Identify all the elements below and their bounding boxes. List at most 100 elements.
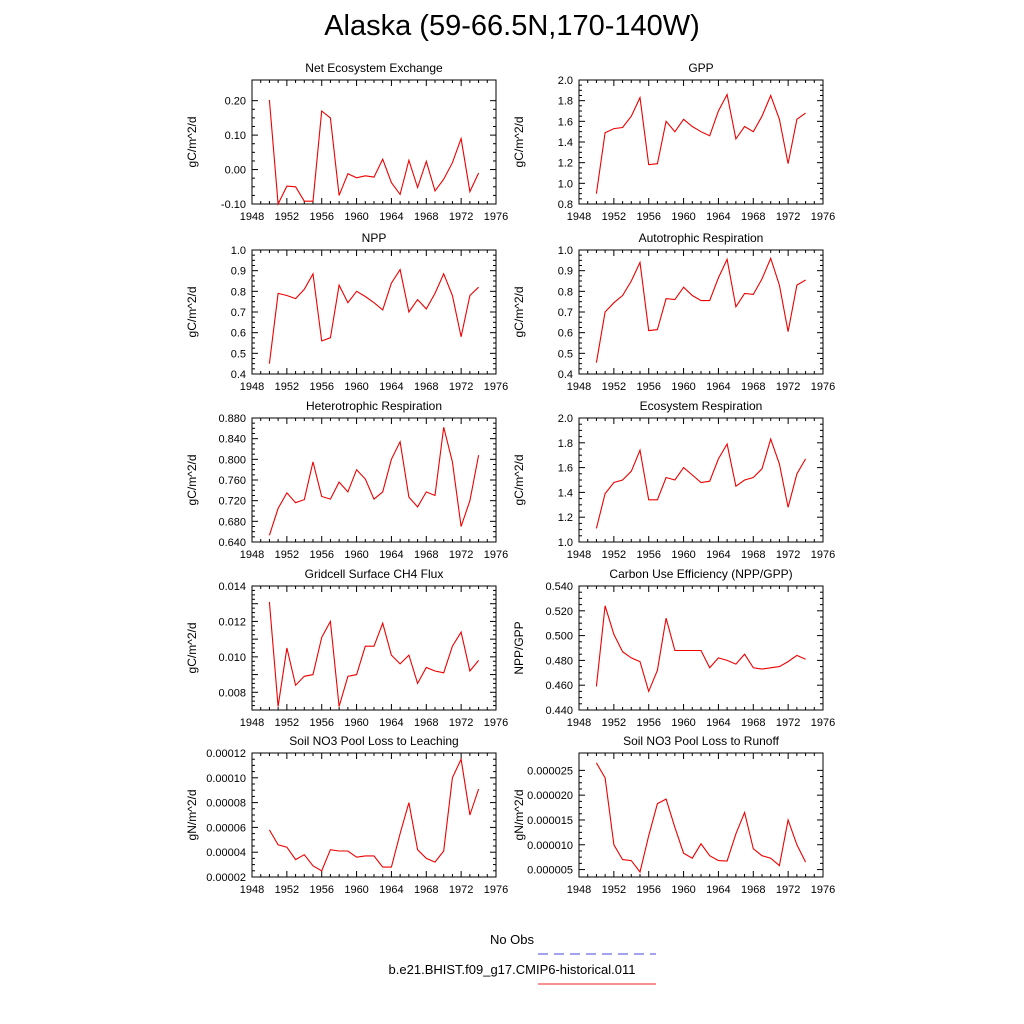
x-tick-label: 1948	[240, 211, 264, 223]
y-tick-label: 0.000020	[527, 790, 573, 802]
series-line	[595, 256, 806, 363]
x-tick-label: 1952	[602, 381, 626, 393]
x-tick-label: 1960	[344, 549, 368, 561]
y-tick-label: 0.760	[218, 475, 246, 487]
plot-frame	[578, 752, 824, 878]
x-tick-label: 1956	[636, 211, 660, 223]
x-tick-label: 1956	[636, 717, 660, 729]
y-tick-label: 1.4	[558, 137, 573, 149]
y-tick-label: 1.4	[558, 487, 573, 499]
y-tick-label: 1.2	[558, 512, 573, 524]
x-tick-label: 1956	[309, 381, 333, 393]
x-tick-label: 1976	[484, 549, 508, 561]
x-tick-label: 1960	[671, 549, 695, 561]
x-tick-label: 1976	[484, 717, 508, 729]
y-tick-label: 0.00006	[206, 822, 246, 834]
series-line	[595, 605, 806, 694]
y-axis-label: NPP/GPP	[512, 621, 526, 674]
y-tick-label: 0.460	[545, 680, 573, 692]
x-tick-label: 1952	[602, 211, 626, 223]
x-tick-label: 1952	[602, 549, 626, 561]
chart-panel-8: Soil NO3 Pool Loss to Leaching gN/m^2/d 19…	[185, 734, 508, 896]
y-tick-label: 1.8	[558, 96, 573, 108]
y-tick-label: 0.00008	[206, 798, 246, 810]
plot-frame	[251, 417, 497, 543]
y-tick-label: 1.0	[558, 245, 573, 257]
x-tick-label: 1968	[741, 884, 765, 896]
x-tick-label: 1976	[811, 211, 835, 223]
x-tick-label: 1956	[636, 381, 660, 393]
x-tick-label: 1956	[309, 211, 333, 223]
y-tick-label: 0.00012	[206, 748, 246, 760]
x-tick-label: 1972	[449, 211, 473, 223]
y-axis-label: gC/m^2/d	[185, 287, 199, 338]
y-tick-label: 0.00	[225, 165, 246, 177]
y-tick-label: 0.7	[231, 307, 246, 319]
y-tick-label: 0.800	[218, 454, 246, 466]
x-tick-label: 1956	[309, 884, 333, 896]
chart-panel-6: Gridcell Surface CH4 Flux gC/m^2/d 1948 195…	[185, 567, 508, 729]
x-tick-label: 1972	[776, 884, 800, 896]
y-tick-label: 0.000025	[527, 765, 573, 777]
chart-title: Carbon Use Efficiency (NPP/GPP)	[609, 567, 792, 581]
series-line	[595, 92, 806, 194]
x-tick-label: 1952	[275, 549, 299, 561]
x-tick-label: 1948	[567, 717, 591, 729]
series-line	[268, 99, 480, 207]
chart-panel-1: GPP gC/m^2/d 1948 1952 1956 1960 1964 1968 1972 1…	[512, 61, 835, 223]
x-tick-label: 1964	[706, 717, 730, 729]
plot-frame	[578, 249, 824, 375]
y-tick-label: 1.0	[558, 537, 573, 549]
y-axis-label: gN/m^2/d	[512, 790, 526, 841]
x-tick-label: 1960	[671, 717, 695, 729]
y-tick-label: 0.014	[218, 581, 246, 593]
y-tick-label: 0.840	[218, 434, 246, 446]
y-tick-label: 0.000015	[527, 815, 573, 827]
series-line	[595, 437, 807, 529]
y-axis-label: gC/m^2/d	[185, 455, 199, 506]
x-tick-label: 1960	[671, 211, 695, 223]
y-tick-label: 0.8	[558, 199, 573, 211]
x-tick-label: 1952	[602, 717, 626, 729]
x-tick-label: 1948	[240, 381, 264, 393]
x-tick-label: 1948	[240, 884, 264, 896]
x-tick-label: 1976	[811, 549, 835, 561]
x-tick-label: 1968	[741, 381, 765, 393]
x-tick-label: 1948	[567, 884, 591, 896]
y-tick-label: 0.012	[218, 616, 246, 628]
x-tick-label: 1972	[449, 381, 473, 393]
chart-title: Gridcell Surface CH4 Flux	[305, 567, 444, 581]
x-tick-label: 1976	[811, 884, 835, 896]
y-tick-label: 0.8	[558, 286, 573, 298]
plot-frame	[578, 417, 824, 543]
chart-title: GPP	[688, 61, 713, 75]
y-tick-label: 0.440	[545, 705, 573, 717]
x-tick-label: 1968	[414, 381, 438, 393]
chart-panel-4: Heterotrophic Respiration gC/m^2/d 1948 195…	[185, 399, 508, 561]
y-tick-label: 0.6	[558, 328, 573, 340]
y-tick-label: 0.5	[231, 348, 246, 360]
x-tick-label: 1976	[484, 381, 508, 393]
x-tick-label: 1964	[706, 549, 730, 561]
y-tick-label: 0.520	[545, 606, 573, 618]
x-tick-label: 1960	[344, 717, 368, 729]
y-tick-label: 1.6	[558, 116, 573, 128]
y-tick-label: 0.20	[225, 96, 246, 108]
x-tick-label: 1964	[706, 211, 730, 223]
y-tick-label: 0.9	[558, 266, 573, 278]
y-tick-label: -0.10	[221, 199, 246, 211]
figure-title: Alaska (59-66.5N,170-140W)	[324, 10, 700, 42]
x-tick-label: 1968	[414, 717, 438, 729]
x-tick-label: 1948	[240, 717, 264, 729]
chart-title: Ecosystem Respiration	[640, 399, 763, 413]
x-tick-label: 1972	[776, 549, 800, 561]
chart-title: NPP	[362, 231, 387, 245]
chart-panel-5: Ecosystem Respiration gC/m^2/d 1948 1952 195…	[512, 399, 835, 561]
x-tick-label: 1972	[776, 717, 800, 729]
plot-frame	[578, 585, 824, 711]
y-tick-label: 0.7	[558, 307, 573, 319]
chart-panel-7: Carbon Use Efficiency (NPP/GPP) NPP/GPP 19…	[512, 567, 835, 729]
y-tick-label: 1.8	[558, 438, 573, 450]
y-axis-label: gC/m^2/d	[185, 623, 199, 674]
